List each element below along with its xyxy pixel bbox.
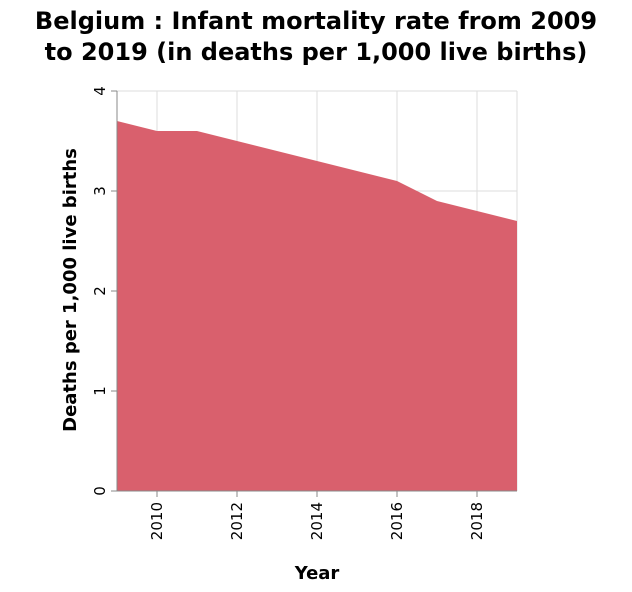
y-tick-label: 4 [91,86,109,96]
x-axis-ticks: 2010 2012 2014 2016 2018 [148,491,486,540]
x-tick-label: 2016 [388,502,406,540]
x-tick-label: 2014 [308,502,326,540]
y-axis-ticks: 0 1 2 3 4 [91,86,117,496]
chart-title-line-2: to 2019 (in deaths per 1,000 live births… [44,38,588,66]
area-series [117,121,517,491]
y-axis-title: Deaths per 1,000 live births [60,148,81,432]
y-tick-label: 1 [91,386,109,396]
x-tick-label: 2012 [228,502,246,540]
y-tick-label: 0 [91,486,109,496]
chart-title: Belgium : Infant mortality rate from 200… [0,6,632,68]
x-tick-label: 2018 [468,502,486,540]
x-axis-title: Year [294,563,340,584]
y-tick-label: 2 [91,286,109,296]
chart-title-line-1: Belgium : Infant mortality rate from 200… [34,7,598,35]
x-tick-label: 2010 [148,502,166,540]
y-tick-label: 3 [91,186,109,196]
